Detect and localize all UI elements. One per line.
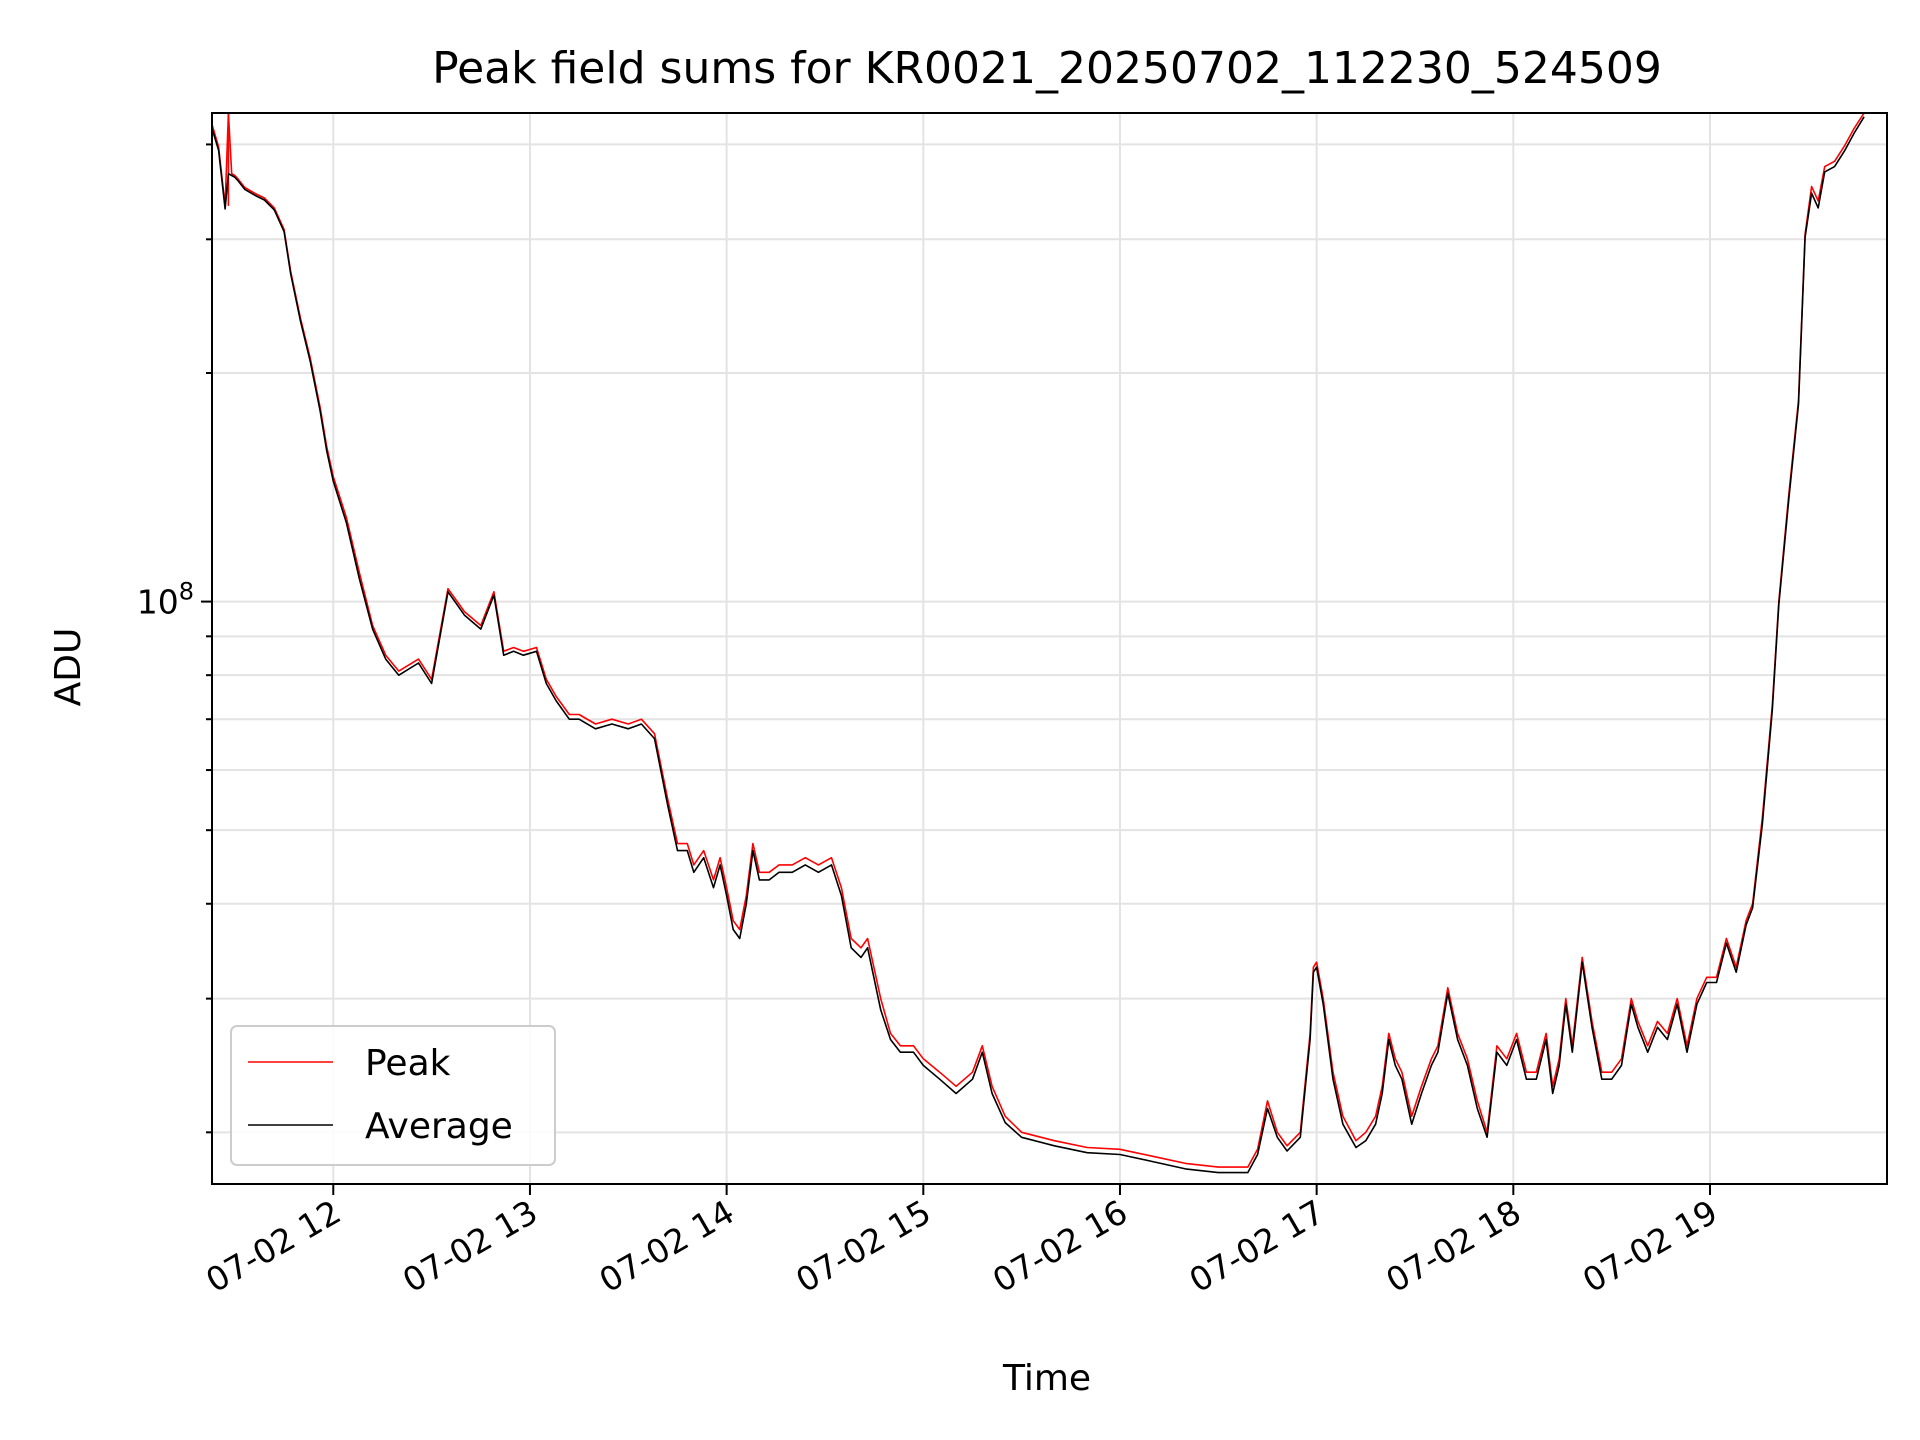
y-tick-label: 108 — [137, 578, 194, 622]
y-axis-label: ADU — [48, 628, 89, 707]
series-layer — [212, 113, 1865, 1174]
legend-label-peak: Peak — [365, 1043, 451, 1084]
chart-title: Peak field sums for KR0021_20250702_1122… — [432, 43, 1662, 94]
legend: Peak Average — [230, 1025, 556, 1166]
series-line-average — [212, 116, 1865, 1174]
series-line-peak — [212, 113, 1865, 1168]
legend-box — [230, 1025, 556, 1166]
series-group — [212, 113, 1865, 1174]
plot-frame — [211, 112, 1888, 1185]
x-axis-label: Time — [1002, 1358, 1091, 1399]
y-tick-label-exponent: 8 — [179, 578, 194, 606]
legend-label-average: Average — [365, 1106, 513, 1147]
y-tick-label-base: 10 — [137, 583, 179, 622]
